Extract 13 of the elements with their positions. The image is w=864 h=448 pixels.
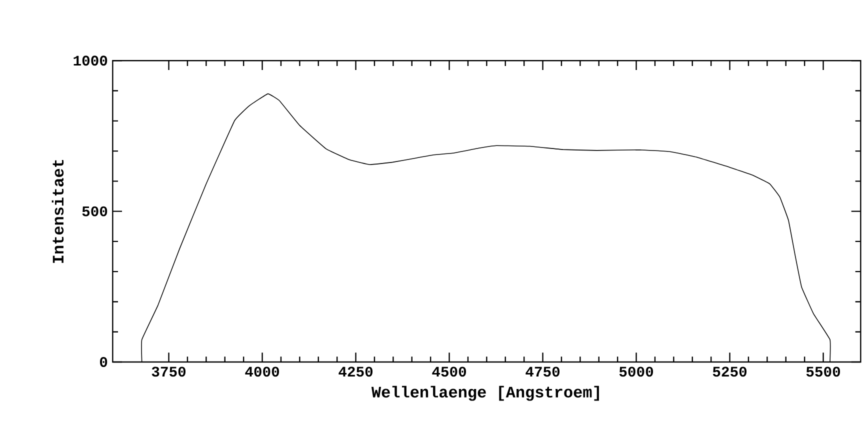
x-tick-label: 4750 — [526, 366, 560, 377]
x-tick-label: 4000 — [245, 366, 280, 377]
x-tick-label: 4500 — [432, 366, 466, 377]
x-tick-label: 4250 — [338, 366, 373, 377]
x-tick-label: 5500 — [806, 366, 840, 377]
x-axis-title: Wellenlaenge [Angstroem] — [371, 386, 599, 401]
x-tick-label: 5000 — [619, 366, 654, 377]
x-tick-label: 3750 — [152, 366, 186, 377]
y-tick-label: 500 — [82, 206, 108, 216]
x-tick-label: 5250 — [712, 366, 747, 377]
y-tick-label: 1000 — [74, 56, 108, 66]
y-tick-label: 0 — [100, 357, 108, 367]
y-axis-title: Intensitaet — [52, 160, 64, 263]
